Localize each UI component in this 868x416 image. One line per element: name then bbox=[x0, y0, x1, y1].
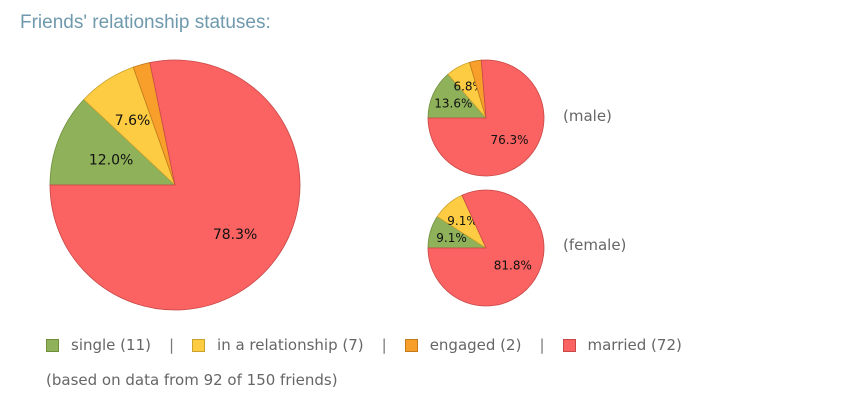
pie-slice-married bbox=[49, 59, 301, 311]
legend-swatch-engaged bbox=[404, 338, 418, 352]
pie-female: 9.1% 9.1% 81.8% bbox=[427, 189, 545, 307]
legend-swatch-married bbox=[562, 338, 576, 352]
legend-separator: | bbox=[381, 336, 387, 354]
pie-slice-single bbox=[49, 98, 177, 186]
data-label-married: 81.8% bbox=[494, 259, 532, 273]
legend-item-engaged: engaged (2) bbox=[404, 336, 522, 354]
data-label-single: 12.0% bbox=[89, 153, 133, 169]
legend-label-in-a-relationship: in a relationship (7) bbox=[217, 336, 364, 354]
legend-separator: | bbox=[168, 336, 175, 354]
pie-male: 13.6%6.8%76.3% bbox=[427, 59, 545, 177]
data-label-in-a-relationship: 7.6% bbox=[115, 113, 151, 129]
legend-label-single: single (11) bbox=[71, 336, 151, 354]
chart-title: Friends' relationship statuses: bbox=[20, 12, 271, 33]
legend-separator: | bbox=[539, 336, 545, 354]
legend-label-married: married (72) bbox=[587, 336, 682, 354]
pie-overall: 12.0% 7.6% 78.3% bbox=[49, 59, 301, 311]
legend-swatch-single bbox=[46, 338, 59, 352]
legend-item-in-a-relationship: in a relationship (7) bbox=[192, 336, 364, 354]
pie-charts: 12.0% 7.6% 78.3% 13.6%6.8%76.3% 9.1% 9.1% 81… bbox=[49, 59, 545, 311]
legend-label-engaged: engaged (2) bbox=[429, 336, 522, 354]
legend-item-single: single (11) bbox=[46, 336, 151, 354]
data-label-married: 78.3% bbox=[213, 227, 257, 243]
pie-slice-married bbox=[427, 59, 545, 177]
data-label-single: 9.1% bbox=[436, 231, 467, 245]
data-label-single: 13.6% bbox=[434, 96, 472, 110]
pie-male-label: (male) bbox=[563, 107, 612, 125]
data-label-married: 76.3% bbox=[490, 133, 528, 147]
data-source-note: (based on data from 92 of 150 friends) bbox=[46, 371, 338, 389]
data-label-in-a-relationship: 9.1% bbox=[447, 214, 478, 228]
legend-swatch-in-a-relationship bbox=[192, 338, 206, 352]
legend: single (11) | in a relationship (7) | en… bbox=[46, 336, 682, 354]
legend-item-married: married (72) bbox=[562, 336, 682, 354]
pie-female-label: (female) bbox=[563, 236, 627, 254]
pie-slice-married bbox=[427, 189, 545, 307]
